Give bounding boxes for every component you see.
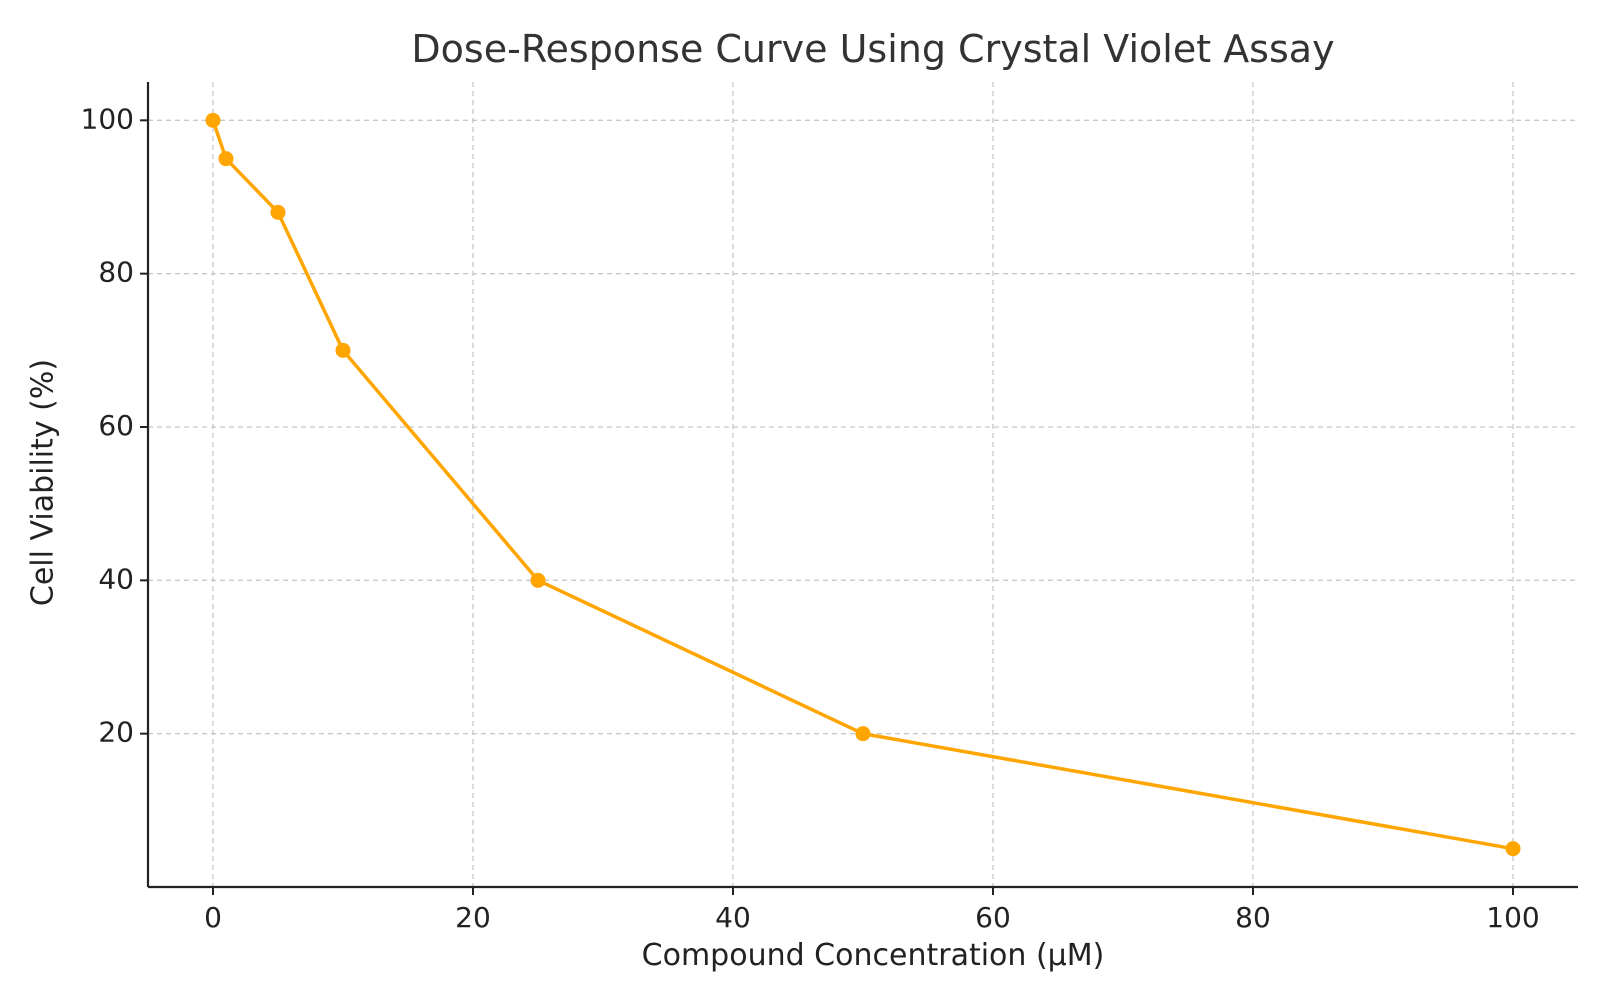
y-tick-label: 20 — [98, 716, 134, 749]
data-point — [335, 342, 351, 358]
y-tick-label: 80 — [98, 256, 134, 289]
data-point — [205, 112, 221, 128]
data-point — [218, 151, 234, 167]
y-tick-label: 40 — [98, 562, 134, 595]
data-point — [855, 726, 871, 742]
x-tick-label: 20 — [455, 901, 491, 934]
axes — [146, 82, 1578, 889]
y-axis-label: Cell Viability (%) — [26, 359, 61, 606]
x-tick-label: 100 — [1486, 901, 1539, 934]
y-tick-label: 60 — [98, 409, 134, 442]
grid — [148, 82, 1578, 887]
x-tick-label: 0 — [204, 901, 222, 934]
x-tick-label: 40 — [715, 901, 751, 934]
data-point — [530, 572, 546, 588]
chart-title: Dose-Response Curve Using Crystal Violet… — [411, 27, 1334, 71]
data-point — [1505, 841, 1521, 857]
x-tick-label: 80 — [1235, 901, 1271, 934]
y-tick-label: 100 — [81, 102, 134, 135]
data-point — [270, 204, 286, 220]
ticks: 0 20 40 60 80 100 20 40 60 80 100 — [81, 102, 1540, 934]
x-tick-label: 60 — [975, 901, 1011, 934]
x-axis-label: Compound Concentration (µM) — [642, 938, 1105, 973]
series — [205, 112, 1521, 857]
